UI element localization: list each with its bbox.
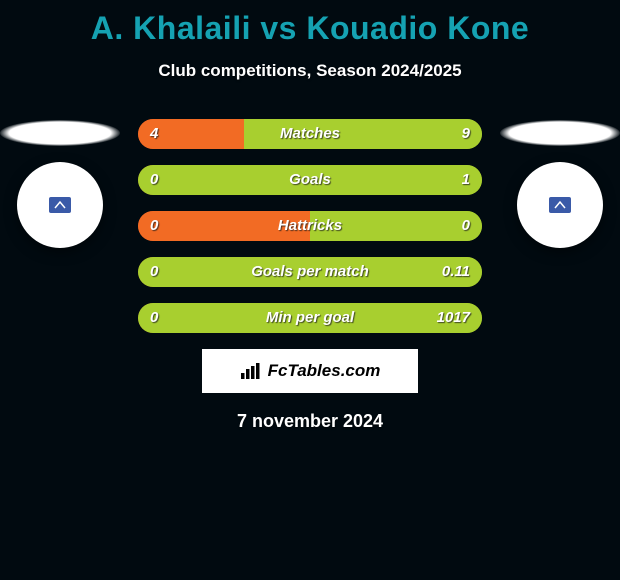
brand-bars-icon (240, 362, 262, 380)
stat-label: Min per goal (138, 303, 482, 333)
brand-text: FcTables.com (268, 361, 381, 381)
stat-row: 0Goals1 (138, 165, 482, 195)
brand-badge: FcTables.com (202, 349, 418, 393)
page-subtitle: Club competitions, Season 2024/2025 (0, 61, 620, 81)
avatar-shadow-right (500, 120, 620, 146)
page-title: A. Khalaili vs Kouadio Kone (0, 0, 620, 47)
footer-date: 7 november 2024 (0, 411, 620, 432)
stats-table: 4Matches90Goals10Hattricks00Goals per ma… (138, 119, 482, 333)
stat-value-right: 0.11 (442, 257, 470, 287)
stat-value-right: 9 (462, 119, 470, 149)
stat-row: 0Min per goal1017 (138, 303, 482, 333)
stat-value-right: 1 (462, 165, 470, 195)
stat-value-right: 1017 (437, 303, 470, 333)
avatar-shadow-left (0, 120, 120, 146)
stat-row: 4Matches9 (138, 119, 482, 149)
player-right-flag-icon (549, 197, 571, 213)
player-right-avatar (517, 162, 603, 248)
stat-value-right: 0 (462, 211, 470, 241)
player-left-block (0, 120, 120, 248)
stat-row: 0Goals per match0.11 (138, 257, 482, 287)
player-left-flag-icon (49, 197, 71, 213)
player-right-block (500, 120, 620, 248)
stat-label: Goals per match (138, 257, 482, 287)
stat-row: 0Hattricks0 (138, 211, 482, 241)
stat-label: Hattricks (138, 211, 482, 241)
stat-label: Goals (138, 165, 482, 195)
stat-label: Matches (138, 119, 482, 149)
player-left-avatar (17, 162, 103, 248)
